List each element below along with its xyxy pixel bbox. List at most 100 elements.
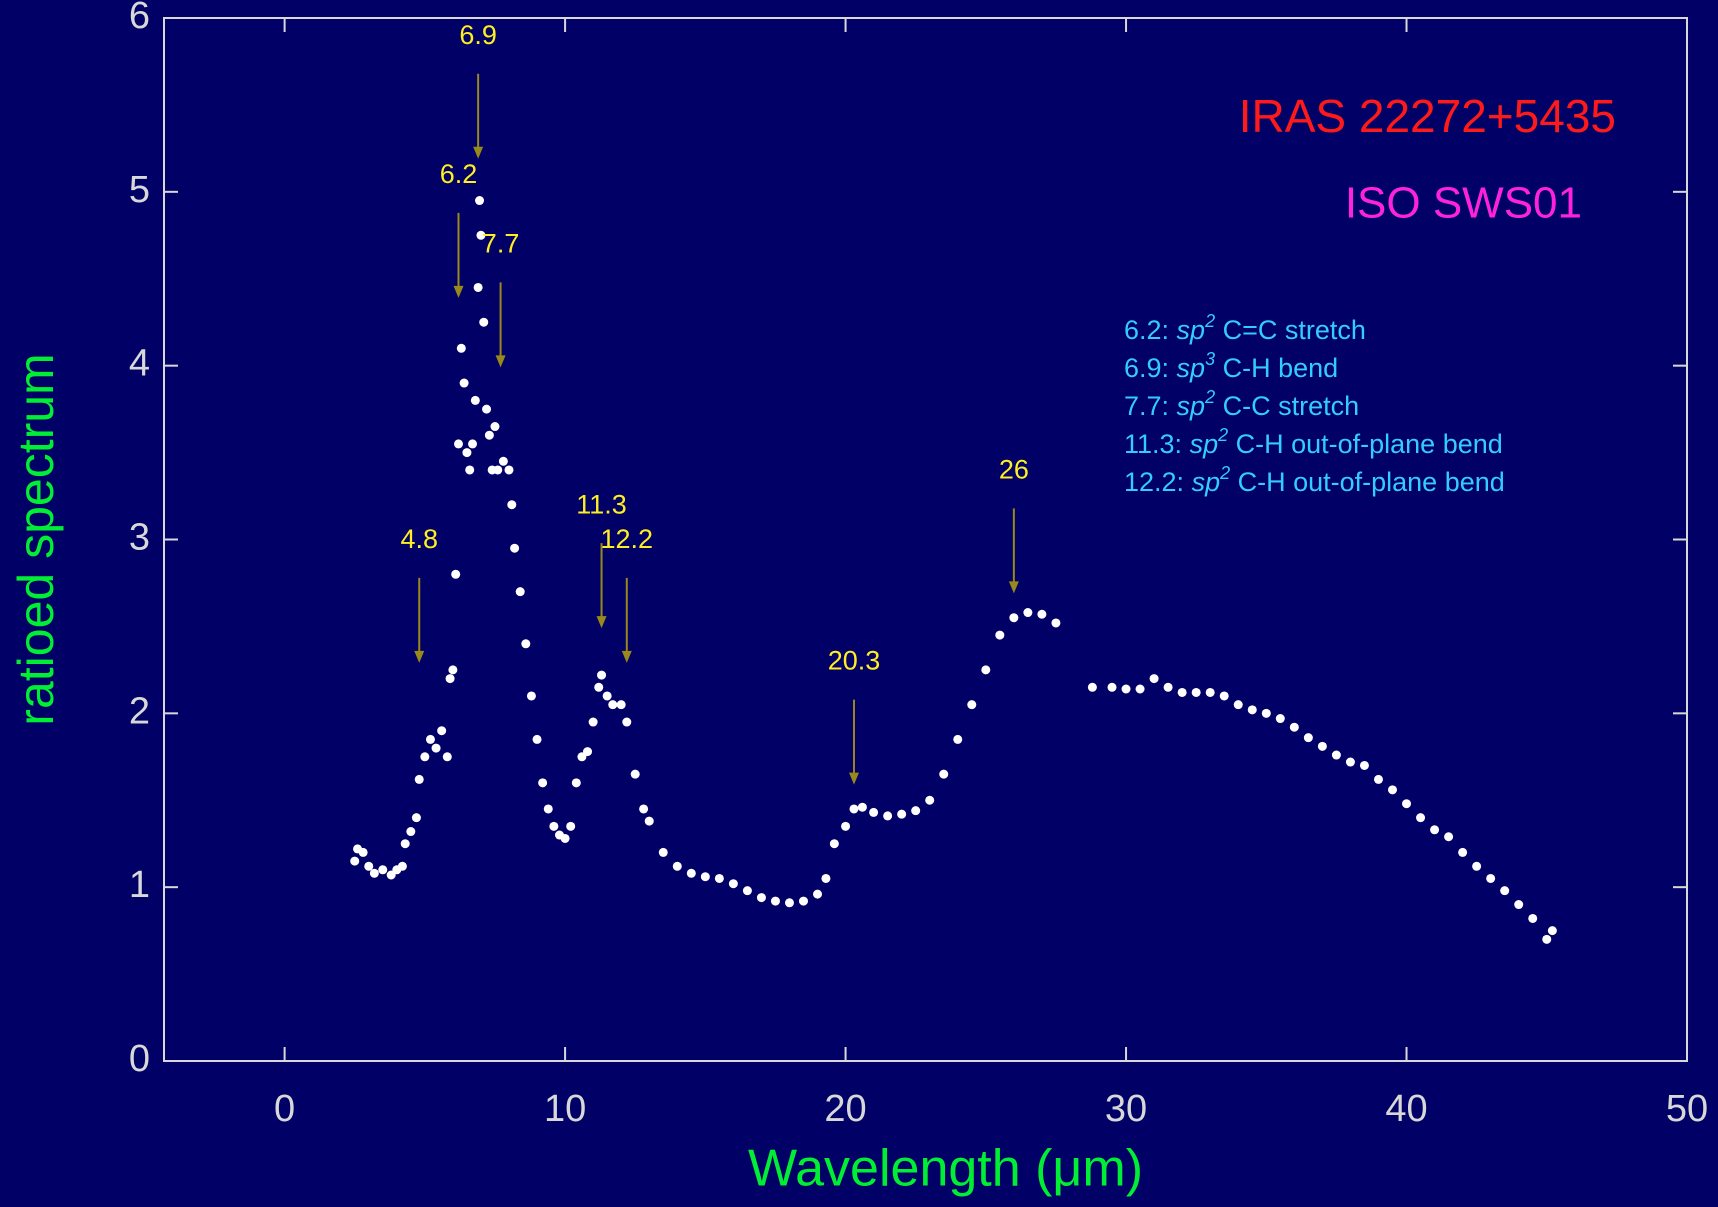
- note-prefix: 11.3:: [1124, 429, 1190, 459]
- data-point: [369, 868, 379, 878]
- data-point: [498, 456, 508, 466]
- data-point: [1373, 774, 1383, 784]
- arrow-head: [1008, 581, 1019, 594]
- data-point: [543, 804, 553, 814]
- data-point: [1542, 934, 1552, 944]
- data-point: [869, 807, 879, 817]
- data-point: [484, 430, 494, 440]
- arrow-head: [848, 772, 859, 785]
- data-point: [602, 691, 612, 701]
- note-prefix: 6.2:: [1124, 315, 1177, 345]
- data-point: [431, 743, 441, 753]
- annotation-label: 20.3: [828, 646, 881, 676]
- data-point: [350, 856, 360, 866]
- data-point: [583, 747, 593, 757]
- data-point: [995, 630, 1005, 640]
- arrow-head: [453, 285, 464, 298]
- data-point: [1121, 684, 1131, 694]
- data-point: [911, 806, 921, 816]
- data-point: [821, 873, 831, 883]
- data-point: [1289, 722, 1299, 732]
- data-point: [378, 865, 388, 875]
- note-rest: C-C stretch: [1215, 391, 1359, 421]
- data-point: [686, 868, 696, 878]
- data-point: [420, 752, 430, 762]
- plot-frame: [163, 17, 1688, 1062]
- data-point: [406, 827, 416, 837]
- data-point: [571, 778, 581, 788]
- data-point: [566, 821, 576, 831]
- note-prefix: 6.9:: [1124, 353, 1177, 383]
- data-point: [1009, 613, 1019, 623]
- note-sup: 2: [1219, 463, 1230, 483]
- data-point: [813, 889, 823, 899]
- note-prefix: 7.7:: [1124, 391, 1177, 421]
- data-point: [1514, 900, 1524, 910]
- data-point: [1472, 861, 1482, 871]
- note-rest: C=C stretch: [1215, 315, 1366, 345]
- note-sup: 2: [1204, 387, 1215, 407]
- x-axis-label: Wavelength (μm): [748, 1140, 1143, 1198]
- data-point: [588, 717, 598, 727]
- data-point: [1149, 674, 1159, 684]
- data-point: [756, 893, 766, 903]
- data-point: [883, 811, 893, 821]
- data-point: [608, 700, 618, 710]
- data-point: [622, 717, 632, 727]
- data-point: [470, 395, 480, 405]
- data-point: [479, 317, 489, 327]
- y-tick-label: 6: [129, 0, 150, 37]
- data-point: [700, 872, 710, 882]
- data-point: [1402, 799, 1412, 809]
- data-point: [594, 682, 604, 692]
- note: 6.2: sp2 C=C stretch: [1124, 311, 1366, 345]
- data-point: [1107, 682, 1117, 692]
- note-sp: sp: [1177, 315, 1206, 345]
- data-point: [1233, 700, 1243, 710]
- arrow-head: [473, 146, 484, 159]
- data-point: [414, 774, 424, 784]
- data-point: [437, 726, 447, 736]
- data-point: [1051, 618, 1061, 628]
- data-point: [358, 847, 368, 857]
- data-point: [473, 282, 483, 292]
- y-tick-label: 4: [129, 343, 150, 385]
- arrow-head: [495, 355, 506, 368]
- data-point: [1359, 760, 1369, 770]
- data-point: [1219, 691, 1229, 701]
- note-sp: sp: [1177, 391, 1206, 421]
- y-tick-label: 2: [129, 690, 150, 732]
- note-rest: C-H bend: [1215, 353, 1338, 383]
- data-point: [897, 809, 907, 819]
- data-point: [1191, 687, 1201, 697]
- data-point: [967, 700, 977, 710]
- y-tick-label: 1: [129, 864, 150, 906]
- data-point: [549, 821, 559, 831]
- note-rest: C-H out-of-plane bend: [1230, 467, 1505, 497]
- data-point: [456, 343, 466, 353]
- data-point: [493, 465, 503, 475]
- data-point: [1458, 847, 1468, 857]
- data-point: [981, 665, 991, 675]
- data-point: [1444, 832, 1454, 842]
- data-point: [1163, 682, 1173, 692]
- data-point: [1331, 750, 1341, 760]
- data-point: [468, 439, 478, 449]
- data-point: [925, 795, 935, 805]
- data-point: [482, 404, 492, 414]
- data-point: [829, 839, 839, 849]
- data-point: [784, 898, 794, 908]
- data-point: [521, 639, 531, 649]
- y-tick-label: 5: [129, 169, 150, 211]
- y-tick-label: 0: [129, 1038, 150, 1080]
- note-sup: 2: [1217, 425, 1228, 445]
- data-point: [798, 896, 808, 906]
- arrow-head: [621, 650, 632, 663]
- data-point: [515, 587, 525, 597]
- annotation-label: 12.2: [601, 524, 654, 554]
- annotation-label: 26: [999, 455, 1029, 485]
- y-axis-label: ratioed spectrum: [8, 353, 64, 725]
- data-point: [504, 465, 514, 475]
- data-point: [442, 752, 452, 762]
